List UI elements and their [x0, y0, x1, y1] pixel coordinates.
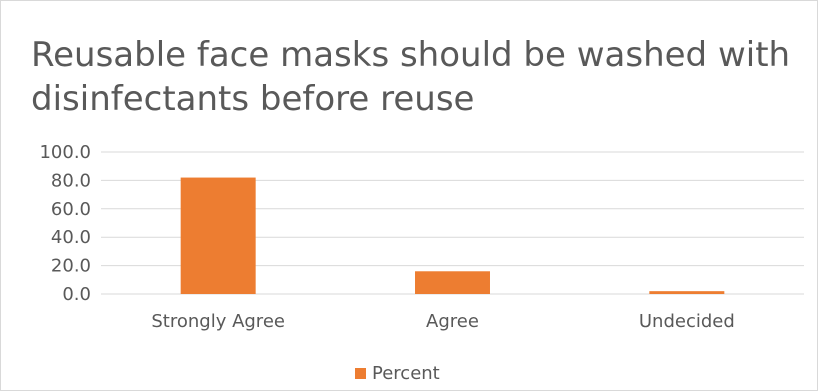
y-axis-ticks: 0.0 20.0 40.0 60.0 80.0 100.0: [39, 142, 91, 305]
bars: [180, 177, 725, 294]
y-tick-label: 40.0: [51, 227, 91, 248]
bar-agree: [415, 271, 490, 294]
chart-title: Reusable face masks should be washed wit…: [31, 35, 791, 119]
legend-swatch: [355, 367, 366, 379]
legend-label-percent: Percent: [372, 362, 440, 384]
x-axis-ticks: Strongly Agree Agree Undecided: [151, 311, 734, 332]
bar-strongly-agree: [180, 177, 256, 294]
y-tick-label: 20.0: [51, 256, 91, 277]
y-tick-label: 0.0: [62, 284, 91, 305]
legend: Percent: [355, 361, 440, 385]
x-tick-label: Undecided: [639, 311, 735, 332]
x-tick-label: Strongly Agree: [151, 311, 285, 332]
bar-undecided: [649, 291, 725, 294]
x-tick-label: Agree: [426, 311, 479, 332]
y-tick-label: 100.0: [39, 142, 91, 163]
y-tick-label: 80.0: [51, 170, 91, 191]
y-tick-label: 60.0: [51, 199, 91, 220]
